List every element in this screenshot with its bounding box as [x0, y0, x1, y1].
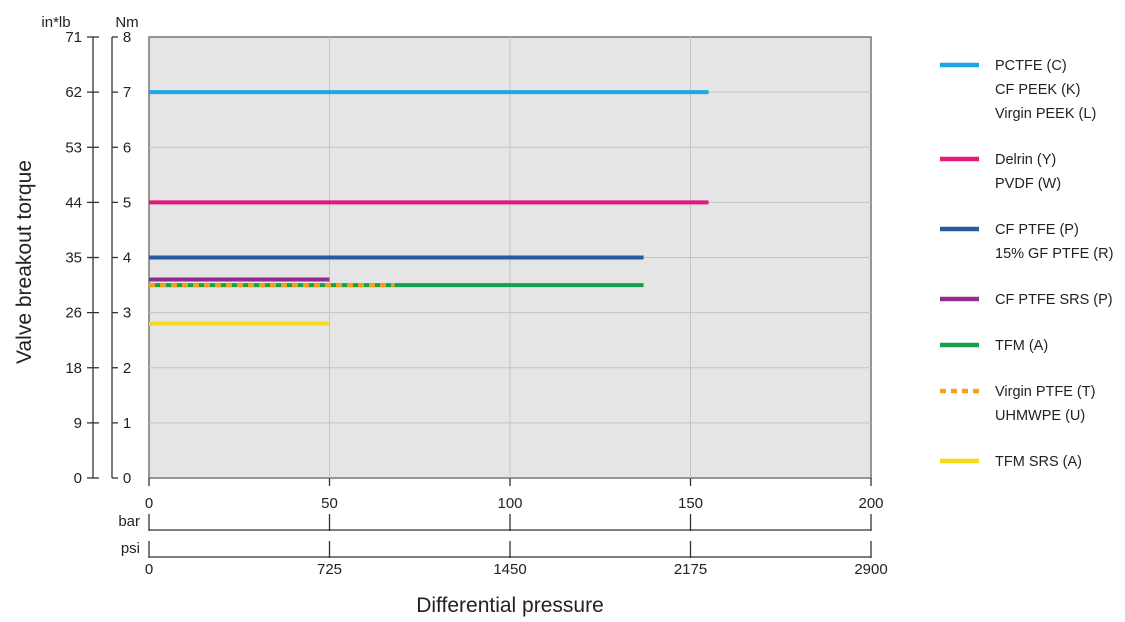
- legend-label-cf-ptfe: 15% GF PTFE (R): [995, 246, 1113, 262]
- legend-label-cf-ptfe: CF PTFE (P): [995, 222, 1079, 238]
- y-tick-label-nm: 3: [123, 305, 131, 322]
- x-axes: 0 50 100 150 200 0 725 1450 2175 2900: [145, 478, 888, 578]
- x-tick-label-psi: 1450: [493, 561, 526, 578]
- y-axis-title: Valve breakout torque: [13, 160, 36, 364]
- y-tick-label-inlb: 9: [74, 415, 82, 432]
- y-tick-label-nm: 8: [123, 29, 131, 46]
- x-tick-label-bar: 50: [321, 495, 338, 512]
- x-unit-psi: psi: [121, 540, 140, 557]
- legend-label-pctfe: Virgin PEEK (L): [995, 106, 1096, 122]
- legend-label-delrin: Delrin (Y): [995, 152, 1056, 168]
- y-tick-label-inlb: 71: [65, 29, 82, 46]
- y-tick-label-nm: 4: [123, 250, 131, 267]
- y-tick-label-inlb: 35: [65, 250, 82, 267]
- y-tick-label-inlb: 53: [65, 139, 82, 156]
- x-tick-label-bar: 0: [145, 495, 153, 512]
- legend-label-tfm: TFM (A): [995, 338, 1048, 354]
- x-tick-label-bar: 200: [858, 495, 883, 512]
- legend-label-virgin-ptfe: Virgin PTFE (T): [995, 384, 1095, 400]
- legend: PCTFE (C) CF PEEK (K) Virgin PEEK (L) Delri…: [940, 58, 1113, 470]
- y-tick-label-nm: 0: [123, 470, 131, 487]
- x-unit-bar: bar: [118, 513, 140, 530]
- y-tick-label-inlb: 26: [65, 305, 82, 322]
- legend-label-virgin-ptfe: UHMWPE (U): [995, 408, 1085, 424]
- y-tick-label-inlb: 18: [65, 360, 82, 377]
- x-tick-label-psi: 2175: [674, 561, 707, 578]
- x-tick-label-psi: 2900: [854, 561, 887, 578]
- x-tick-label-bar: 100: [497, 495, 522, 512]
- series-layer: [149, 90, 709, 326]
- y-tick-label-inlb: 62: [65, 84, 82, 101]
- y-tick-label-inlb: 0: [74, 470, 82, 487]
- legend-label-pctfe: CF PEEK (K): [995, 82, 1080, 98]
- y-tick-label-nm: 5: [123, 194, 131, 211]
- y-unit-nm: Nm: [115, 14, 138, 31]
- y-tick-label-inlb: 44: [65, 194, 82, 211]
- y-tick-label-nm: 1: [123, 415, 131, 432]
- legend-label-tfm-srs: TFM SRS (A): [995, 454, 1082, 470]
- y-tick-label-nm: 2: [123, 360, 131, 377]
- x-axis-title: Differential pressure: [416, 594, 604, 617]
- legend-label-delrin: PVDF (W): [995, 176, 1061, 192]
- y-tick-label-nm: 7: [123, 84, 131, 101]
- x-tick-label-bar: 150: [678, 495, 703, 512]
- legend-label-cf-ptfe-srs: CF PTFE SRS (P): [995, 292, 1113, 308]
- x-tick-label-psi: 725: [317, 561, 342, 578]
- x-tick-label-psi: 0: [145, 561, 153, 578]
- y-unit-inlb: in*lb: [41, 14, 70, 31]
- y-tick-label-nm: 6: [123, 139, 131, 156]
- y-axes: 0 1 2 3 4 5 6 7 8 0 9 18 26 35 44 53 62 71: [65, 29, 131, 487]
- legend-label-pctfe: PCTFE (C): [995, 58, 1067, 74]
